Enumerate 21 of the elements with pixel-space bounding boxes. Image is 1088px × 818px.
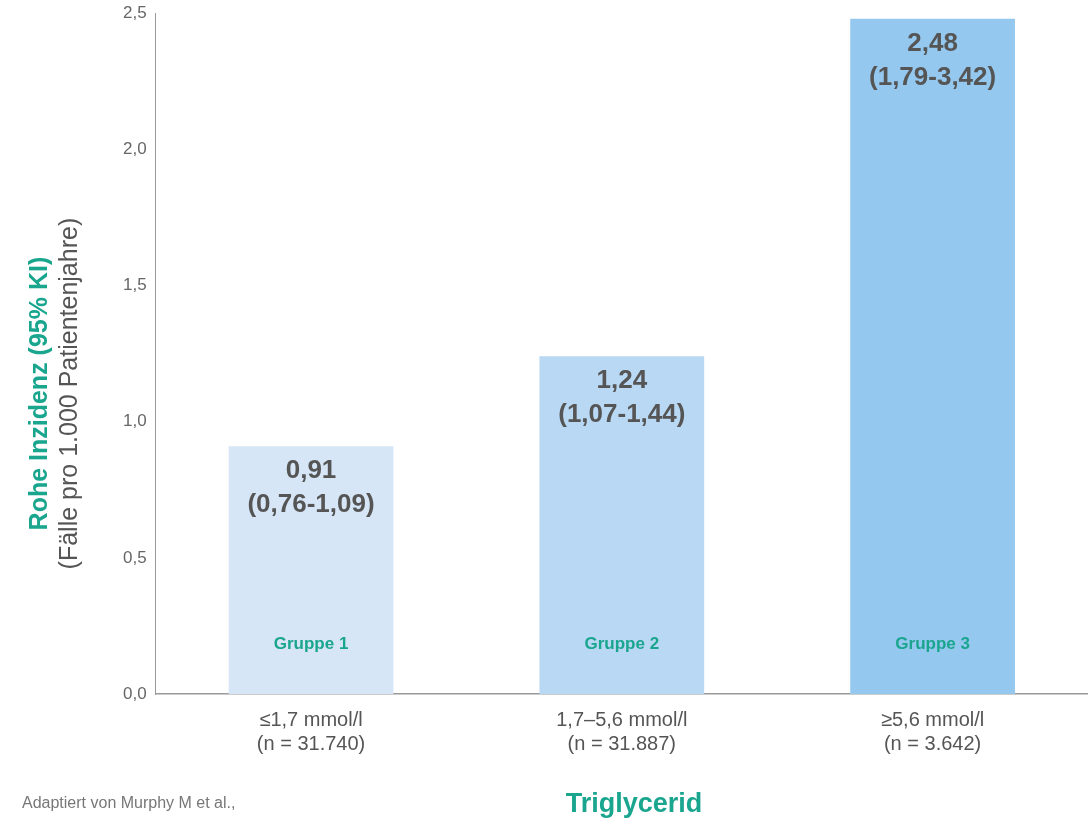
data-label: 1,24 (1,07-1,44) [558, 364, 686, 429]
annotation: Gruppe 1 [273, 633, 349, 653]
y-axis-title: Rohe Inzidenz (95% KI) (Fälle pro 1.000 Patientenjahre) [23, 217, 82, 570]
bar [539, 356, 705, 694]
x-tick-label: ≥5,6 mmol/l (n = 3.642) [880, 707, 985, 754]
x-tick-label: 1,7–5,6 mmol/l (n = 31.887) [556, 707, 688, 754]
y-tick-label: 0,5 [122, 547, 147, 567]
x-axis-title: Triglycerid [565, 788, 703, 818]
data-label: 2,48 (1,79-3,42) [869, 26, 997, 91]
text: Adaptiert von Murphy M et al., [22, 794, 236, 811]
annotation: Gruppe 2 [584, 633, 660, 653]
y-tick-label: 1,5 [122, 275, 147, 295]
bar [228, 446, 394, 694]
annotation: Gruppe 3 [895, 633, 970, 653]
y-tick-label: 1,0 [122, 411, 147, 431]
y-tick-label: 2,5 [122, 2, 147, 22]
y-tick-label: 2,0 [122, 139, 147, 159]
y-tick-label: 0,0 [122, 683, 147, 703]
data-label: 0,91 (0,76-1,09) [247, 454, 375, 519]
x-tick-label: ≤1,7 mmol/l (n = 31.740) [256, 707, 366, 754]
bar [850, 18, 1015, 694]
